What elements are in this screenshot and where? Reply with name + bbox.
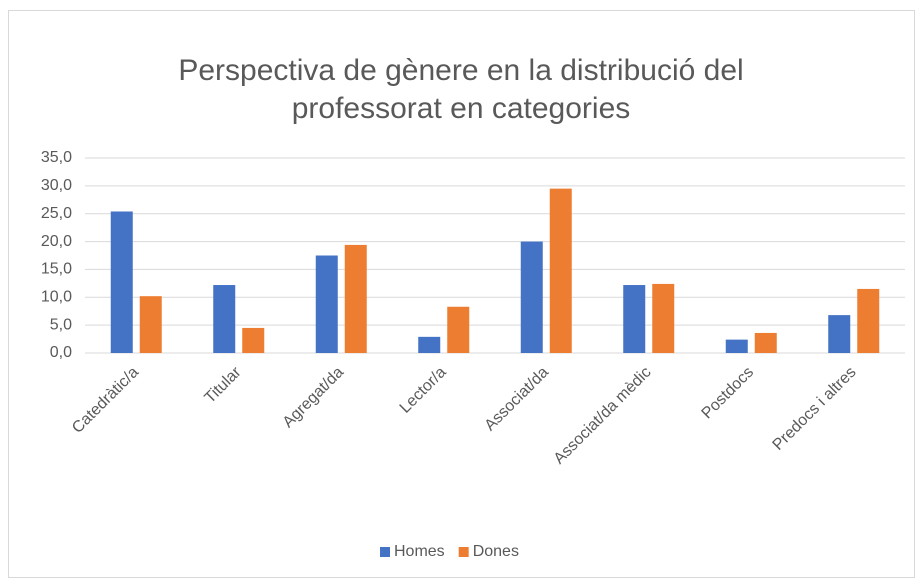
chart-border: [8, 10, 915, 578]
bar: [315, 255, 338, 353]
y-tick-label: 5,0: [50, 316, 72, 333]
bar: [110, 211, 133, 353]
legend-swatch: [458, 547, 469, 557]
chart-title: professorat en categories: [292, 92, 631, 125]
bar: [242, 327, 265, 353]
legend-label: Homes: [394, 543, 445, 560]
bar: [857, 288, 880, 353]
y-tick-label: 20,0: [41, 233, 72, 250]
bar: [623, 285, 646, 353]
bar: [725, 339, 748, 353]
bar: [139, 296, 162, 353]
y-tick-label: 15,0: [41, 261, 72, 278]
bar: [754, 332, 777, 353]
y-tick-label: 10,0: [41, 289, 72, 306]
bar: [549, 188, 572, 353]
bar: [520, 241, 543, 353]
y-tick-label: 0,0: [50, 344, 72, 361]
legend-label: Dones: [473, 543, 519, 560]
chart-title: Perspectiva de gènere en la distribució …: [178, 54, 743, 87]
bar: [344, 244, 367, 353]
y-tick-label: 25,0: [41, 205, 72, 222]
bar: [652, 283, 675, 353]
bar: [213, 285, 236, 353]
bar: [828, 315, 851, 353]
bar: [447, 306, 470, 353]
legend-swatch: [380, 547, 390, 557]
y-tick-label: 30,0: [41, 177, 72, 194]
bar: [418, 336, 441, 353]
y-tick-label: 35,0: [41, 149, 72, 166]
